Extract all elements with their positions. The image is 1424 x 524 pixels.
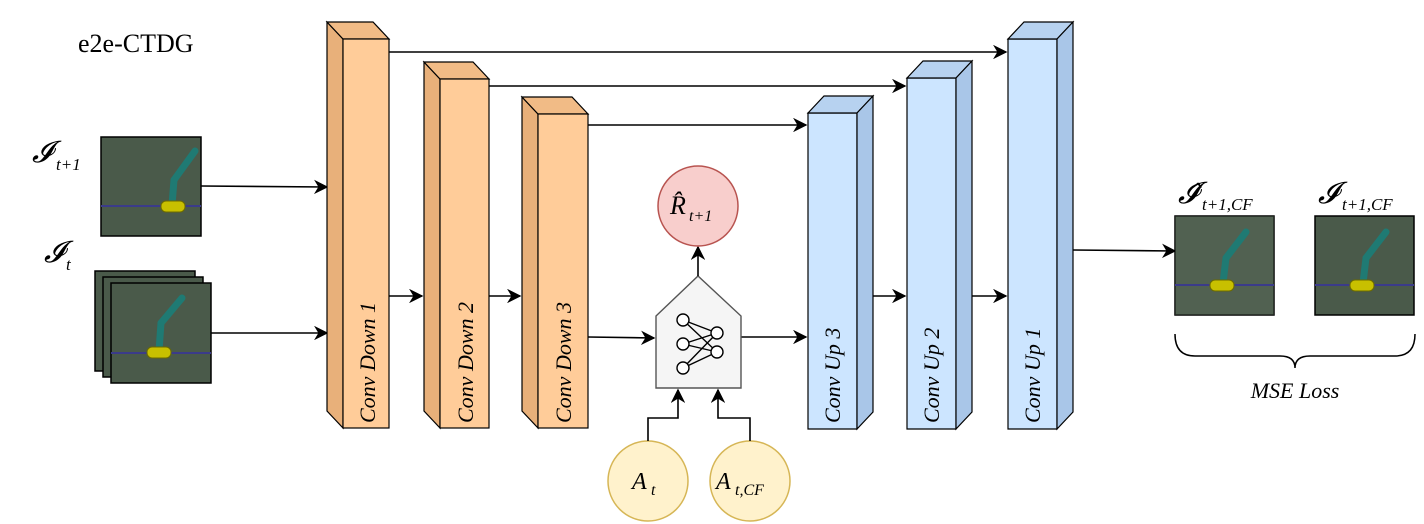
action-node-t-cf: A t,CF	[709, 440, 791, 522]
loss-label: MSE Loss	[1250, 378, 1340, 403]
arrow-next-frame	[200, 179, 329, 195]
target-frame-image	[1314, 215, 1415, 316]
conv-up-2-block: Conv Up 2	[905, 59, 974, 431]
arrow-up1-to-output	[1072, 243, 1177, 259]
svg-text:t: t	[66, 255, 72, 274]
conv-down-2-block: Conv Down 2	[422, 60, 491, 430]
svg-text:A: A	[630, 469, 647, 495]
svg-text:t: t	[651, 482, 656, 499]
neural-network-icon	[676, 313, 724, 375]
diagram-title: e2e-CTDG	[78, 29, 194, 58]
svg-text:t,CF: t,CF	[735, 482, 764, 499]
svg-text:t+1: t+1	[56, 155, 81, 174]
svg-text:Conv Up 1: Conv Up 1	[1020, 328, 1045, 423]
conv-down-3-block: Conv Down 3	[520, 95, 590, 430]
svg-text:Conv Up 3: Conv Up 3	[820, 328, 845, 423]
next-frame-label: 𝓘 t+1	[32, 136, 81, 174]
loss-brace	[1174, 333, 1416, 369]
arrow-action-t-cf	[710, 388, 751, 441]
conv-up-1-block: Conv Up 1	[1006, 20, 1075, 431]
svg-text:t+1,CF: t+1,CF	[1342, 195, 1393, 214]
neural-network-block	[655, 275, 742, 389]
svg-text:Conv Down 3: Conv Down 3	[551, 302, 576, 423]
conv-down-1-block: Conv Down 1	[325, 20, 391, 430]
svg-text:R̂: R̂	[669, 191, 686, 220]
action-node-t: A t	[607, 440, 689, 522]
current-frame-label: 𝓘 t	[44, 236, 74, 274]
svg-text:A: A	[714, 469, 731, 495]
svg-text:Conv Down 2: Conv Down 2	[453, 302, 478, 423]
predicted-frame-label: 𝓘̂ t+1,CF	[1178, 177, 1253, 214]
svg-text:t+1: t+1	[689, 208, 712, 225]
svg-text:Conv Up 2: Conv Up 2	[919, 328, 944, 423]
current-frame-stack	[94, 270, 212, 384]
predicted-frame-image	[1174, 215, 1275, 316]
svg-text:t+1,CF: t+1,CF	[1202, 195, 1253, 214]
reward-node: R̂ t+1	[657, 165, 739, 247]
next-frame-image	[100, 136, 202, 237]
conv-up-3-block: Conv Up 3	[806, 94, 875, 431]
arrow-action-t	[647, 388, 686, 441]
svg-text:Conv Down 1: Conv Down 1	[355, 302, 380, 423]
arrow-down3-to-net	[587, 330, 656, 346]
target-frame-label: 𝓘 t+1,CF	[1318, 177, 1393, 214]
